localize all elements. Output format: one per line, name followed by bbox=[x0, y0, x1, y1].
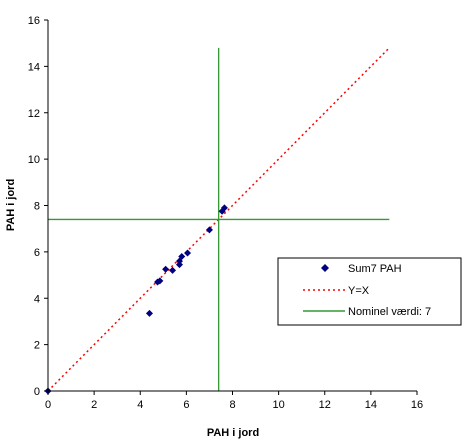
x-tick-label: 14 bbox=[365, 399, 377, 411]
x-tick-label: 16 bbox=[411, 399, 423, 411]
legend: Sum7 PAH Y=X Nominel værdi: 7 bbox=[277, 257, 462, 326]
x-tick-label: 12 bbox=[319, 399, 331, 411]
y-axis-label: PAH i jord bbox=[5, 179, 17, 231]
data-point bbox=[169, 266, 177, 274]
legend-box bbox=[277, 257, 462, 326]
x-tick-label: 2 bbox=[91, 399, 97, 411]
data-point bbox=[145, 309, 153, 317]
y-tick-label: 4 bbox=[34, 293, 40, 305]
data-point bbox=[156, 277, 164, 285]
data-point bbox=[184, 249, 192, 257]
y-tick-label: 2 bbox=[34, 340, 40, 352]
legend-label-sum7-pah: Sum7 PAH bbox=[348, 263, 402, 275]
x-tick-label: 6 bbox=[183, 399, 189, 411]
data-point bbox=[220, 204, 228, 212]
x-tick-label: 8 bbox=[229, 399, 235, 411]
y-tick-label: 10 bbox=[28, 154, 40, 166]
data-point bbox=[205, 226, 213, 234]
y-tick-label: 6 bbox=[34, 247, 40, 259]
legend-label-y-equals-x: Y=X bbox=[348, 285, 370, 297]
legend-marker-sum7-pah bbox=[321, 264, 329, 272]
y-tick-label: 14 bbox=[28, 61, 40, 73]
x-tick-label: 0 bbox=[45, 399, 51, 411]
y-tick-label: 16 bbox=[28, 15, 40, 27]
x-tick-label: 10 bbox=[273, 399, 285, 411]
x-tick-label: 4 bbox=[137, 399, 143, 411]
y-tick-label: 8 bbox=[34, 201, 40, 213]
x-axis-label: PAH i jord bbox=[207, 427, 259, 439]
y-tick-label: 0 bbox=[34, 386, 40, 398]
y-tick-label: 12 bbox=[28, 108, 40, 120]
data-point bbox=[162, 265, 170, 273]
data-point bbox=[178, 253, 186, 261]
y-equals-x-line bbox=[47, 47, 390, 392]
legend-label-nominel: Nominel værdi: 7 bbox=[348, 306, 431, 318]
